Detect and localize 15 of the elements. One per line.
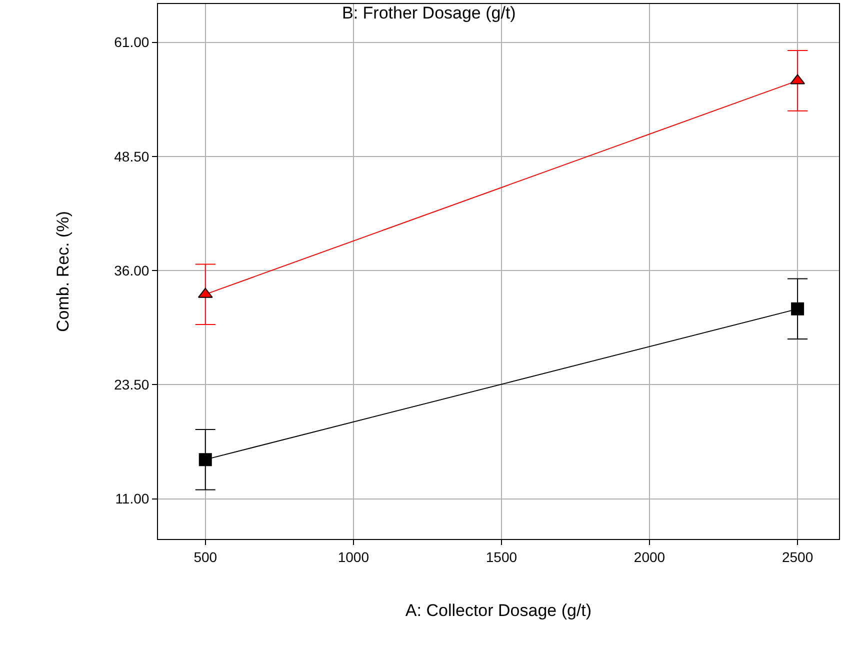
point [791, 302, 804, 316]
x-tick-label: 500 [194, 548, 218, 565]
y-tick-label: 23.50 [114, 376, 150, 393]
y-tick-label: 61.00 [114, 34, 150, 50]
chart-title: B: Frother Dosage (g/t) [342, 3, 516, 22]
x-tick-label: 1500 [486, 548, 518, 565]
y-tick-label: 48.50 [114, 148, 150, 164]
x-tick-label: 2500 [782, 548, 814, 565]
x-tick-label: 1000 [338, 548, 370, 565]
x-tick-label: 2000 [634, 548, 666, 565]
point [198, 453, 212, 466]
y-tick-label: 36.00 [114, 262, 150, 278]
y-axis-title: Comb. Rec. (%) [54, 211, 73, 332]
y-tick-label: 11.00 [115, 490, 150, 507]
x-axis-title: A: Collector Dosage (g/t) [405, 601, 592, 620]
